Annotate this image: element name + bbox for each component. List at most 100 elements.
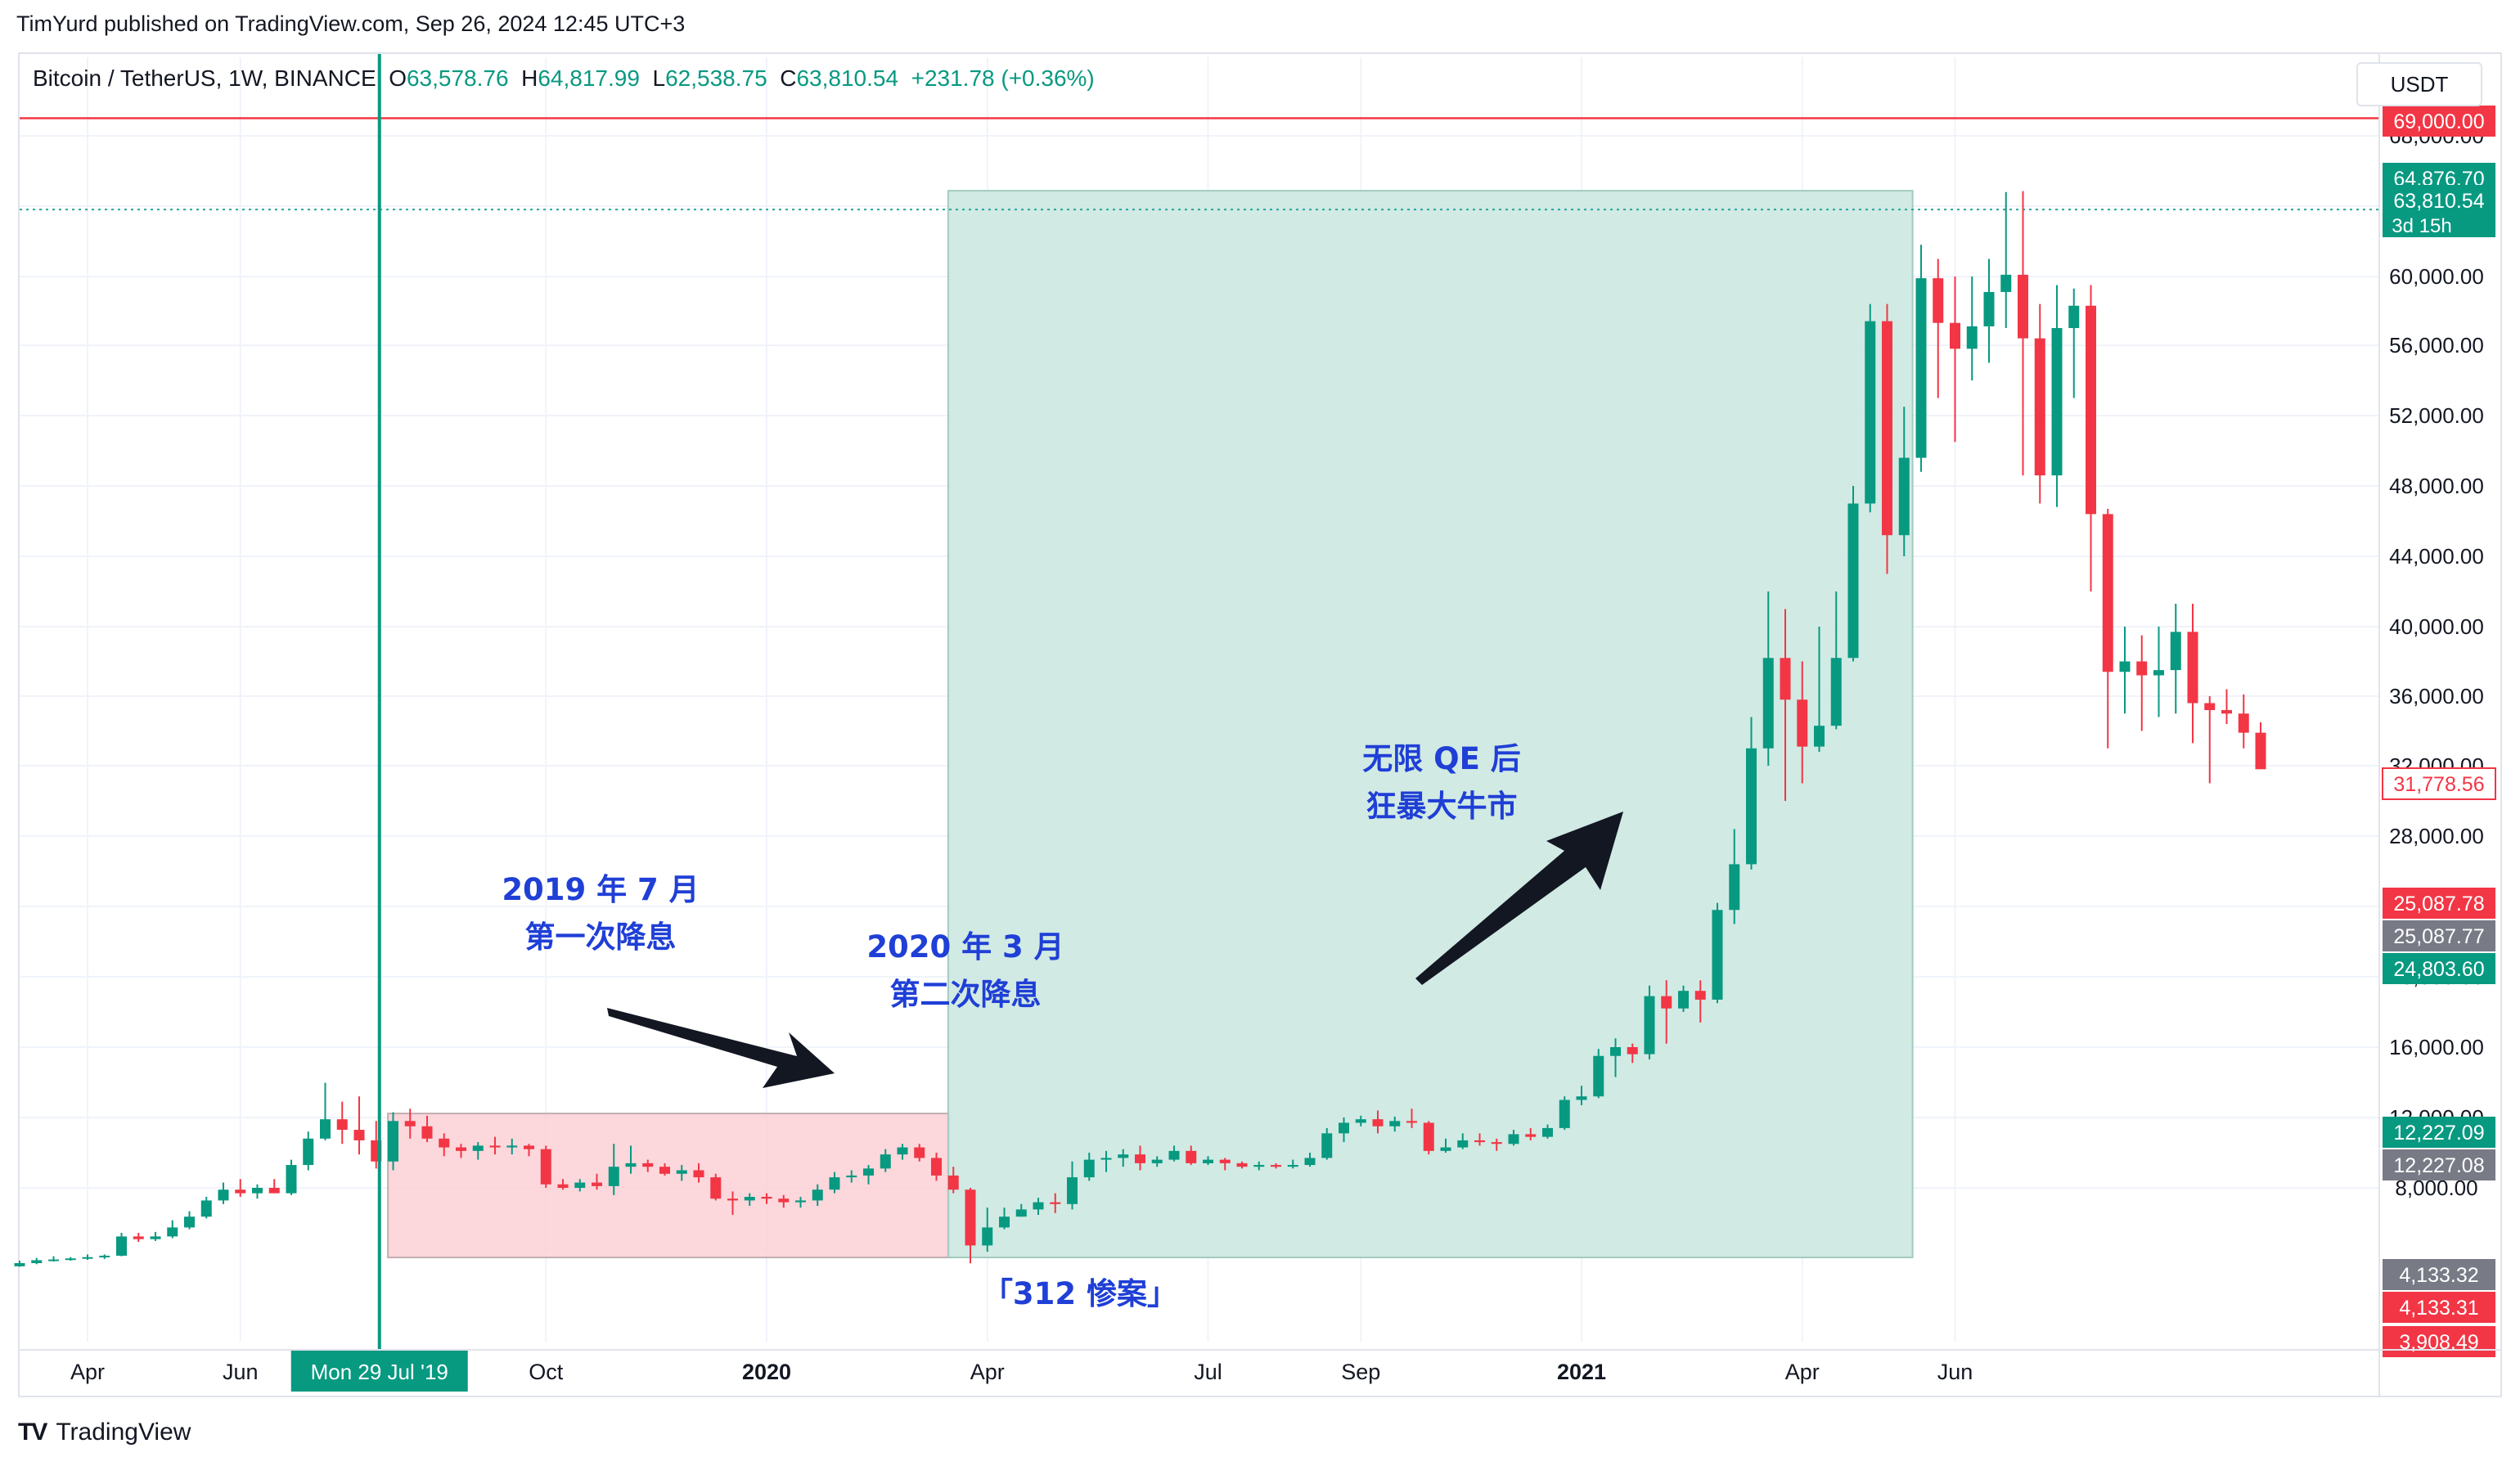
- candle-body: [1186, 1150, 1197, 1163]
- candle-body: [252, 1188, 263, 1194]
- price-label-text: 31,778.56: [2393, 773, 2484, 796]
- annotation-line: 第二次降息: [890, 977, 1042, 1012]
- ohlc-legend: Bitcoin / TetherUS, 1W, BINANCE O63,578.…: [33, 65, 1095, 92]
- candle: [1406, 1108, 1417, 1128]
- currency-button[interactable]: USDT: [2356, 62, 2482, 106]
- candle: [1694, 980, 1706, 1023]
- chart-frame: [18, 52, 2502, 1397]
- candle-body: [1830, 658, 1842, 726]
- candle: [1050, 1193, 1061, 1213]
- price-label: 3,908.49: [2383, 1326, 2495, 1357]
- candle: [404, 1108, 416, 1139]
- candle: [1593, 1049, 1604, 1099]
- candle-body: [167, 1227, 178, 1237]
- candle: [1372, 1110, 1384, 1134]
- countdown-label: 3d 15h: [2392, 215, 2451, 237]
- candle: [2068, 288, 2080, 398]
- candle: [914, 1144, 925, 1162]
- candle: [2170, 604, 2181, 714]
- candle: [421, 1115, 433, 1143]
- crosshair-label-bg: [290, 1351, 468, 1392]
- candle: [1389, 1116, 1401, 1132]
- price-label-box: [2383, 185, 2495, 237]
- candle: [1830, 591, 1842, 730]
- candle-body: [880, 1154, 891, 1169]
- candle: [303, 1131, 314, 1171]
- price-label-box: [2383, 1117, 2495, 1148]
- candle-body: [947, 1175, 959, 1190]
- candle: [1797, 661, 1808, 784]
- candle-body: [116, 1236, 127, 1256]
- candle-body: [693, 1170, 704, 1178]
- candle: [592, 1173, 602, 1190]
- candle-body: [540, 1149, 551, 1185]
- candle-body: [1050, 1202, 1061, 1204]
- candle: [2221, 689, 2232, 724]
- candle-body: [1865, 321, 1876, 504]
- price-label-text: 12,227.09: [2393, 1122, 2484, 1144]
- candle-body: [456, 1147, 466, 1151]
- candle-body: [2204, 703, 2216, 710]
- candle: [897, 1144, 908, 1160]
- candle-body: [1168, 1150, 1180, 1160]
- price-tick-label: 56,000.00: [2389, 333, 2484, 358]
- tradingview-logo-icon: TV: [18, 1419, 47, 1446]
- candle: [1576, 1086, 1587, 1105]
- candle-body: [1661, 996, 1672, 1009]
- candle-body: [2170, 632, 2181, 671]
- candle-body: [2102, 514, 2113, 672]
- candle: [150, 1231, 161, 1241]
- annotation-text: 2019 年 7 月第一次降息: [502, 872, 699, 955]
- candle: [1474, 1133, 1485, 1146]
- candle: [1236, 1161, 1248, 1169]
- candle-body: [710, 1177, 722, 1199]
- candle-body: [1440, 1147, 1451, 1151]
- price-axis: 8,000.0012,000.0016,000.0020,000.0024,00…: [2378, 54, 2484, 1396]
- candle: [1355, 1115, 1366, 1126]
- symbol-name[interactable]: Bitcoin / TetherUS, 1W, BINANCE: [33, 65, 376, 91]
- candle: [388, 1112, 398, 1171]
- time-axis: Apr Jun Oct 2020 Apr Jul Sep 2021 Apr Jun: [20, 1349, 2500, 1384]
- candle: [1712, 902, 1723, 1004]
- candle-body: [863, 1168, 874, 1176]
- candle: [676, 1165, 687, 1181]
- candle: [524, 1144, 534, 1157]
- candle: [1100, 1150, 1112, 1172]
- candle-body: [472, 1145, 484, 1151]
- candle: [1762, 591, 1774, 766]
- candle-body: [2119, 661, 2131, 672]
- candle-body: [268, 1188, 280, 1194]
- candle-body: [812, 1189, 823, 1201]
- candle: [1729, 829, 1740, 924]
- candle: [2119, 627, 2131, 714]
- time-tick-label: Apr: [1785, 1360, 1820, 1384]
- high-label: H: [521, 65, 538, 91]
- tradingview-name: TradingView: [56, 1419, 191, 1446]
- candle-body: [1933, 278, 1944, 323]
- crosshair-date-label: Mon 29 Jul '19: [311, 1360, 448, 1384]
- price-tick-label: 40,000.00: [2389, 614, 2484, 639]
- candle: [1847, 486, 1859, 662]
- zone-2019-rate-cut-range: [387, 1113, 951, 1259]
- candle-body: [1593, 1055, 1604, 1097]
- candle: [642, 1159, 654, 1172]
- candle-body: [2051, 328, 2063, 476]
- tradingview-watermark[interactable]: TV TradingView: [18, 1419, 191, 1446]
- candle: [931, 1153, 942, 1181]
- candle-body: [2018, 274, 2028, 339]
- candle-body: [218, 1189, 229, 1201]
- candle-body: [1474, 1140, 1485, 1143]
- candle-body: [1203, 1159, 1213, 1163]
- candle: [608, 1144, 619, 1195]
- candle-body: [1389, 1121, 1401, 1126]
- candle: [846, 1170, 857, 1183]
- horizontal-lines: [20, 117, 2379, 211]
- candle: [235, 1179, 246, 1197]
- candle-body: [286, 1165, 297, 1194]
- arrows: [607, 812, 1623, 1088]
- candle-body: [1966, 326, 1978, 349]
- candle-body: [2255, 732, 2266, 770]
- price-label-text: 25,087.78: [2393, 893, 2484, 915]
